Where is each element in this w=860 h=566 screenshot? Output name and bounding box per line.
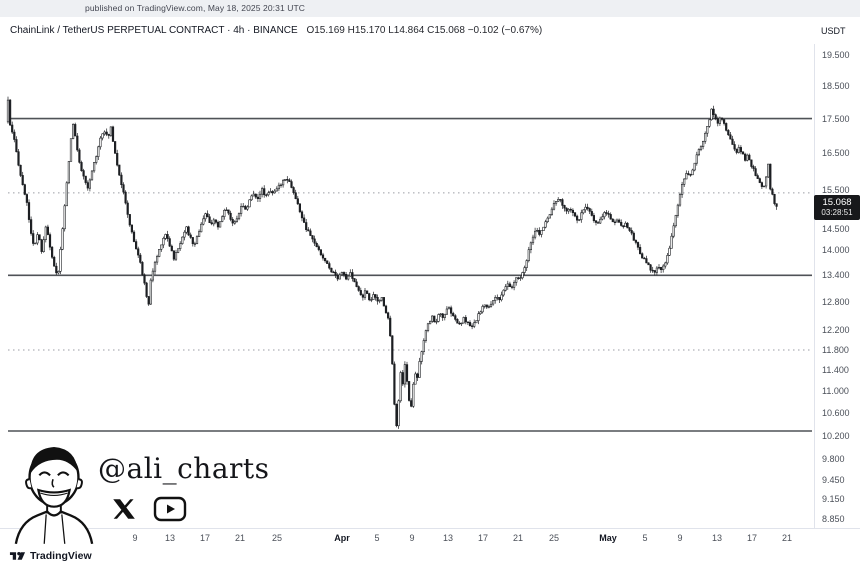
time-tick: May (599, 533, 617, 543)
price-tick: 12.800 (822, 297, 850, 308)
price-tick: 15.500 (822, 184, 850, 195)
price-tick: 8.850 (822, 514, 845, 524)
time-tick: 9 (677, 533, 683, 543)
price-tick: 9.800 (822, 454, 845, 465)
price-tick: 14.500 (822, 224, 850, 234)
price-tick: 17.500 (822, 113, 850, 124)
price-tick: 11.000 (822, 386, 849, 397)
tradingview-logo-icon (9, 551, 26, 560)
time-axis[interactable]: 9 13 17 21 25 Apr 5 9 13 17 21 25 May 5 9 13 17 21 (0, 528, 860, 546)
time-tick: 25 (548, 533, 560, 543)
price-tick: 16.500 (822, 148, 850, 159)
time-tick: 5 (374, 533, 380, 543)
symbol-header: ChainLink / TetherUS PERPETUAL CONTRACT … (10, 25, 542, 36)
time-tick: 21 (781, 533, 793, 543)
last-price-badge: 15.068 03:28:51 (814, 195, 860, 221)
price-axis[interactable]: 19.500 18.500 17.500 16.500 15.500 14.500 14.0… (814, 44, 860, 528)
time-tick: 21 (234, 533, 246, 543)
watermark-handle: @ali_charts (98, 452, 270, 485)
time-tick: 5 (642, 533, 648, 543)
watermark: @ali_charts (10, 436, 269, 562)
price-tick: 13.400 (822, 270, 850, 281)
time-tick: 21 (512, 533, 524, 543)
quote-currency-label: USDT (821, 26, 846, 36)
candles-layer (6, 96, 778, 429)
tradingview-brand[interactable]: TradingView (30, 550, 92, 562)
time-tick: 13 (442, 533, 454, 543)
time-tick: 17 (199, 533, 211, 543)
symbol-title: ChainLink / TetherUS PERPETUAL CONTRACT … (10, 25, 298, 36)
price-tick: 11.800 (822, 345, 849, 356)
price-tick: 9.150 (822, 494, 845, 505)
footer-bar: TradingView (0, 546, 860, 566)
price-tick: 10.600 (822, 408, 850, 419)
time-tick: 13 (711, 533, 723, 543)
time-tick: 9 (132, 533, 138, 543)
price-tick: 10.200 (822, 430, 850, 441)
ali-charts-avatar-icon (14, 447, 94, 545)
time-tick: 17 (746, 533, 758, 543)
youtube-icon (153, 496, 187, 522)
price-tick: 19.500 (822, 50, 850, 60)
price-tick: 11.400 (822, 365, 849, 376)
price-tick: 9.450 (822, 475, 845, 486)
ohlc-values: O15.169 H15.170 L14.864 C15.068 −0.102 (… (306, 25, 543, 36)
time-tick: Apr (334, 533, 350, 543)
watermark-social-icons (112, 496, 188, 522)
last-price-value: 15.068 (822, 197, 852, 209)
time-tick: 13 (164, 533, 176, 543)
time-tick: 9 (409, 533, 415, 543)
price-tick: 12.200 (822, 325, 850, 336)
bar-countdown: 03:28:51 (821, 208, 853, 218)
time-tick: 25 (271, 533, 283, 543)
time-tick: 17 (477, 533, 489, 543)
price-tick: 18.500 (822, 80, 850, 91)
x-logo-icon (113, 499, 135, 519)
price-tick: 14.000 (822, 244, 850, 255)
published-banner: published on TradingView.com, May 18, 20… (0, 0, 860, 17)
